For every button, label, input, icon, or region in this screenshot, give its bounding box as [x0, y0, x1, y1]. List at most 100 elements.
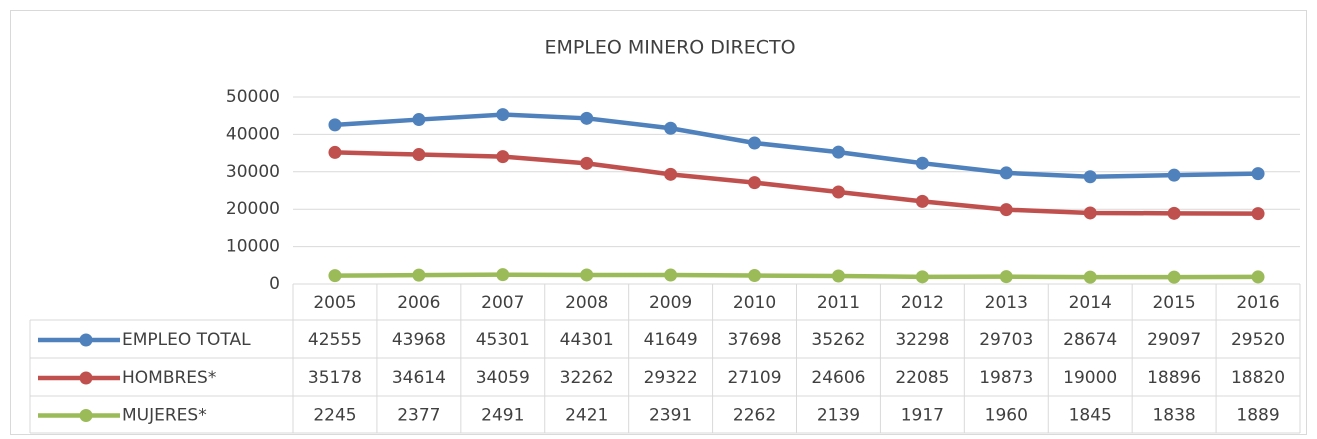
table-value: 41649 — [644, 330, 698, 350]
series-line — [334, 112, 1259, 180]
series-point — [328, 118, 342, 132]
table-value: 2377 — [397, 406, 440, 426]
table-value: 18820 — [1231, 368, 1285, 388]
series-point — [1251, 167, 1265, 181]
table-value: 45301 — [476, 330, 530, 350]
series-point — [328, 269, 342, 283]
series-point — [412, 268, 426, 282]
x-tick-label: 2012 — [901, 293, 944, 313]
table-value: 35262 — [811, 330, 865, 350]
legend-label: MUJERES* — [122, 406, 207, 426]
series-point — [580, 156, 594, 170]
table-value: 27109 — [727, 368, 781, 388]
series-line — [334, 272, 1259, 280]
table-value: 1889 — [1236, 406, 1279, 426]
series-point — [748, 269, 762, 283]
series-point — [412, 113, 426, 127]
table-value: 29322 — [644, 368, 698, 388]
x-tick-label: 2006 — [397, 293, 440, 313]
table-value: 19000 — [1063, 368, 1117, 388]
series-point — [1167, 270, 1181, 284]
series-line — [334, 150, 1259, 216]
table-value: 35178 — [308, 368, 362, 388]
series-point — [748, 176, 762, 190]
table-value: 2421 — [565, 406, 608, 426]
series-point — [915, 270, 929, 284]
table-value: 32298 — [895, 330, 949, 350]
table-value: 2262 — [733, 406, 776, 426]
table-value: 2245 — [313, 406, 356, 426]
y-tick-label: 10000 — [226, 237, 280, 257]
series-point — [831, 145, 845, 159]
legend-marker — [79, 409, 93, 422]
x-tick-label: 2016 — [1236, 293, 1279, 313]
table-value: 29520 — [1231, 330, 1285, 350]
legend-label: EMPLEO TOTAL — [122, 330, 251, 350]
x-tick-label: 2008 — [565, 293, 608, 313]
series-point — [580, 111, 594, 125]
y-tick-label: 40000 — [226, 124, 280, 144]
table-value: 24606 — [811, 368, 865, 388]
table-value: 32262 — [560, 368, 614, 388]
x-tick-label: 2010 — [733, 293, 776, 313]
series-point — [915, 156, 929, 170]
series-point — [831, 269, 845, 283]
table-value: 2491 — [481, 406, 524, 426]
series-point — [748, 136, 762, 150]
series-point — [1251, 270, 1265, 284]
y-tick-label: 30000 — [226, 162, 280, 182]
x-tick-label: 2007 — [481, 293, 524, 313]
table-value: 37698 — [727, 330, 781, 350]
series-point — [1083, 270, 1097, 284]
table-value: 44301 — [560, 330, 614, 350]
table-value: 1960 — [985, 406, 1028, 426]
y-tick-label: 50000 — [226, 87, 280, 107]
legend-marker — [79, 371, 93, 385]
table-value: 1917 — [901, 406, 944, 426]
legend-marker — [79, 333, 93, 347]
table-value: 29097 — [1147, 330, 1201, 350]
series-point — [580, 268, 594, 282]
x-tick-label: 2005 — [313, 293, 356, 313]
y-tick-label: 20000 — [226, 199, 280, 219]
series-point — [915, 194, 929, 208]
table-value: 43968 — [392, 330, 446, 350]
table-value: 18896 — [1147, 368, 1201, 388]
series-point — [664, 167, 678, 181]
series-point — [1083, 206, 1097, 220]
table-value: 2391 — [649, 406, 692, 426]
series-point — [664, 268, 678, 282]
series-point — [999, 270, 1013, 284]
series-point — [999, 203, 1013, 217]
series-point — [412, 148, 426, 162]
series-point — [328, 145, 342, 159]
table-value: 1838 — [1152, 406, 1195, 426]
chart-title: EMPLEO MINERO DIRECTO — [544, 37, 795, 59]
table-value: 34614 — [392, 368, 446, 388]
x-tick-label: 2013 — [985, 293, 1028, 313]
series-point — [831, 185, 845, 199]
table-value: 2139 — [817, 406, 860, 426]
series-point — [1083, 170, 1097, 184]
x-tick-label: 2009 — [649, 293, 692, 313]
x-tick-label: 2015 — [1152, 293, 1195, 313]
series-point — [496, 268, 510, 282]
x-tick-label: 2011 — [817, 293, 860, 313]
series-point — [1167, 206, 1181, 220]
series-point — [496, 108, 510, 122]
table-value: 42555 — [308, 330, 362, 350]
table-value: 29703 — [979, 330, 1033, 350]
table-value: 28674 — [1063, 330, 1117, 350]
y-tick-label: 0 — [269, 274, 280, 294]
chart-border — [10, 10, 1307, 435]
series-point — [496, 150, 510, 164]
legend-label: HOMBRES* — [122, 368, 216, 388]
table-value: 19873 — [979, 368, 1033, 388]
series-point — [664, 121, 678, 135]
table-value: 22085 — [895, 368, 949, 388]
table-value: 1845 — [1069, 406, 1112, 426]
series-point — [1251, 207, 1265, 221]
x-tick-label: 2014 — [1069, 293, 1112, 313]
table-value: 34059 — [476, 368, 530, 388]
